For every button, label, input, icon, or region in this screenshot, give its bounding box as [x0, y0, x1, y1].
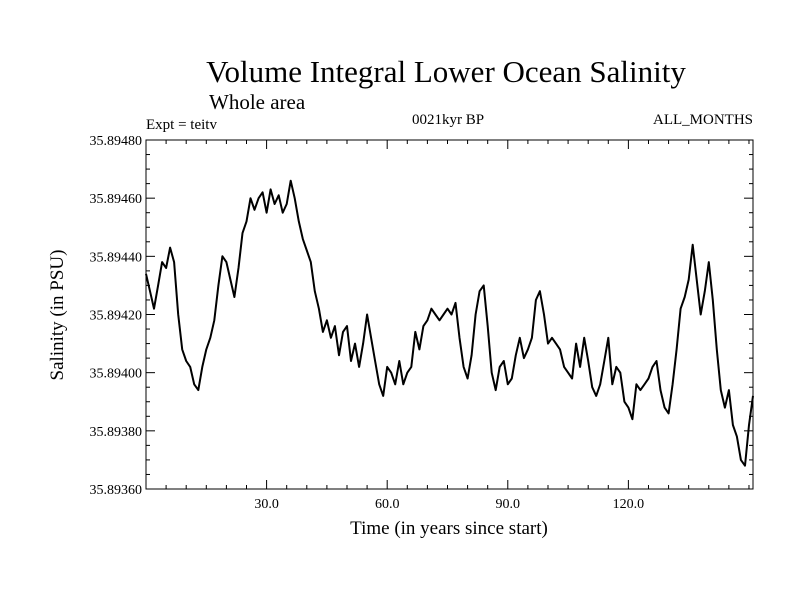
x-tick-label: 30.0	[254, 497, 279, 512]
x-tick-label: 90.0	[496, 497, 521, 512]
y-tick-label: 35.89360	[90, 483, 143, 498]
experiment-label: Expt = teitv	[146, 117, 217, 133]
salinity-series-line	[145, 179, 754, 467]
plot-area-frame	[145, 139, 754, 490]
x-axis-tick-labels: 30.0 60.0 90.0 120.0	[254, 497, 644, 512]
y-tick-label: 35.89460	[90, 192, 143, 207]
chart-subtitle: Whole area	[209, 90, 306, 114]
y-axis-ticks	[146, 139, 753, 490]
y-tick-label: 35.89380	[90, 425, 143, 440]
x-axis-label: Time (in years since start)	[350, 518, 548, 539]
y-tick-label: 35.89420	[90, 309, 143, 324]
y-axis-label: Salinity (in PSU)	[47, 250, 68, 381]
y-tick-label: 35.89400	[90, 367, 143, 382]
months-label: ALL_MONTHS	[653, 112, 753, 128]
period-label: 0021kyr BP	[412, 112, 484, 128]
chart-title: Volume Integral Lower Ocean Salinity	[206, 54, 686, 89]
x-tick-label: 60.0	[375, 497, 400, 512]
data-series-group	[145, 179, 754, 467]
y-tick-label: 35.89440	[90, 250, 143, 265]
y-axis-tick-labels: 35.89360 35.89380 35.89400 35.89420 35.89440…	[90, 134, 143, 498]
x-tick-label: 120.0	[613, 497, 645, 512]
y-tick-label: 35.89480	[90, 134, 143, 149]
x-axis-ticks	[165, 140, 750, 489]
